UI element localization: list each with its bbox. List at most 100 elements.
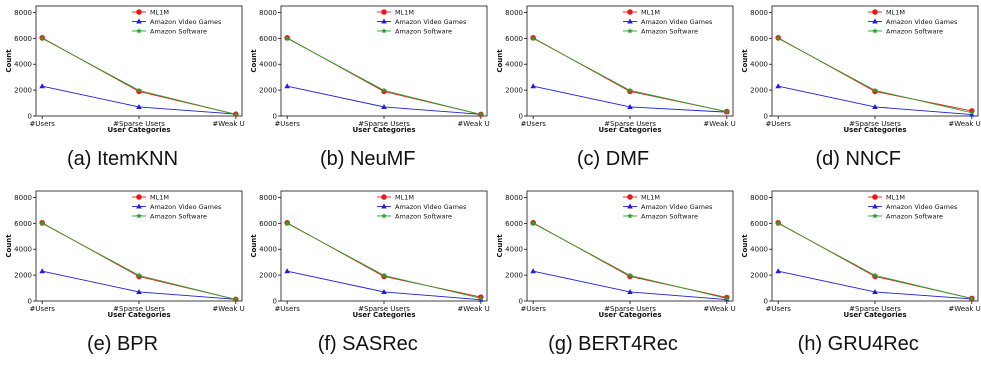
x-axis-label: User Categories bbox=[107, 311, 170, 319]
y-tick-label: 4000 bbox=[14, 61, 32, 69]
y-tick-label: 4000 bbox=[505, 246, 523, 254]
y-tick-label: 8000 bbox=[259, 9, 277, 17]
data-point bbox=[284, 35, 291, 41]
data-point bbox=[626, 87, 633, 93]
y-tick-label: 6000 bbox=[259, 220, 277, 228]
series-line bbox=[287, 37, 482, 115]
x-axis-label: User Categories bbox=[353, 126, 416, 134]
legend-marker bbox=[136, 9, 142, 15]
y-tick-label: 0 bbox=[28, 298, 32, 306]
x-tick-label: #Weak Users bbox=[948, 305, 981, 313]
legend-marker bbox=[871, 18, 878, 24]
y-axis-label: Count bbox=[5, 234, 13, 258]
chart-panel: 0 2000 4000 6000 8000 #Users #Sparse Users #Wea… bbox=[245, 185, 490, 370]
legend-label: Amazon Software bbox=[886, 212, 943, 220]
legend-label: ML1M bbox=[395, 8, 414, 16]
y-tick-label: 2000 bbox=[259, 87, 277, 95]
data-point bbox=[136, 87, 142, 93]
y-tick-label: 0 bbox=[28, 113, 32, 121]
x-tick-label: #Sparse Users bbox=[113, 120, 165, 128]
legend-marker bbox=[381, 18, 388, 24]
legend-label: Amazon Software bbox=[150, 27, 207, 35]
data-point bbox=[775, 83, 781, 89]
legend-marker bbox=[626, 9, 633, 15]
y-tick-label: 2000 bbox=[14, 272, 32, 280]
x-tick-label: #Users bbox=[765, 120, 791, 128]
legend-label: Amazon Video Games bbox=[395, 18, 467, 26]
legend-marker bbox=[626, 213, 633, 219]
y-tick-label: 2000 bbox=[14, 87, 32, 95]
legend-label: ML1M bbox=[641, 193, 660, 201]
series-line bbox=[777, 37, 972, 114]
x-axis-label: User Categories bbox=[598, 311, 661, 319]
y-tick-label: 6000 bbox=[259, 35, 277, 43]
x-tick-label: #Users bbox=[765, 305, 791, 313]
y-tick-label: 6000 bbox=[14, 35, 32, 43]
legend-label: Amazon Software bbox=[641, 212, 698, 220]
y-tick-label: 2000 bbox=[259, 272, 277, 280]
y-tick-label: 8000 bbox=[750, 9, 768, 17]
legend-label: Amazon Software bbox=[395, 212, 452, 220]
subfigure-caption: (d) NNCF bbox=[815, 148, 902, 170]
data-point bbox=[39, 268, 45, 274]
data-point bbox=[871, 288, 878, 294]
y-tick-label: 0 bbox=[763, 113, 767, 121]
x-tick-label: #Weak Users bbox=[703, 305, 736, 313]
chart-svg: 0 2000 4000 6000 8000 #Users #Sparse Users #Wea… bbox=[741, 5, 981, 134]
y-tick-label: 6000 bbox=[14, 220, 32, 228]
subfigure-caption: (a) ItemKNN bbox=[66, 148, 179, 170]
legend-label: ML1M bbox=[150, 8, 169, 16]
data-point bbox=[871, 272, 878, 278]
x-tick-label: #Sparse Users bbox=[358, 305, 410, 313]
subfigure-caption: (f) SASRec bbox=[317, 333, 418, 355]
y-tick-label: 2000 bbox=[505, 87, 523, 95]
data-point bbox=[232, 296, 239, 302]
x-tick-label: #Sparse Users bbox=[604, 120, 656, 128]
legend-marker bbox=[136, 213, 142, 219]
data-point bbox=[775, 220, 781, 226]
legend-marker bbox=[871, 203, 878, 209]
data-point bbox=[871, 87, 878, 93]
legend-marker bbox=[871, 213, 878, 219]
data-point bbox=[529, 35, 536, 41]
legend-marker bbox=[626, 18, 633, 24]
data-point bbox=[39, 35, 46, 41]
series-line bbox=[777, 222, 972, 299]
x-tick-label: #Weak Users bbox=[212, 305, 245, 313]
data-point bbox=[775, 268, 781, 274]
x-axis-label: User Categories bbox=[353, 311, 416, 319]
chart-panel: 0 2000 4000 6000 8000 #Users #Sparse Users #Wea… bbox=[736, 185, 981, 370]
chart-svg: 0 2000 4000 6000 8000 #Users #Sparse Users #Wea… bbox=[496, 190, 736, 319]
legend-marker bbox=[626, 194, 633, 200]
legend-label: Amazon Software bbox=[150, 212, 207, 220]
x-tick-label: #Sparse Users bbox=[113, 305, 165, 313]
data-point bbox=[529, 83, 536, 89]
chart-svg: 0 2000 4000 6000 8000 #Users #Sparse Users #Wea… bbox=[5, 190, 245, 319]
y-tick-label: 6000 bbox=[505, 35, 523, 43]
data-point bbox=[284, 220, 291, 226]
x-tick-label: #Users bbox=[520, 120, 546, 128]
series-line bbox=[532, 37, 727, 113]
x-tick-label: #Sparse Users bbox=[604, 305, 656, 313]
legend-label: ML1M bbox=[395, 193, 414, 201]
subfigure-caption: (c) DMF bbox=[576, 148, 650, 170]
legend-label: Amazon Video Games bbox=[886, 203, 958, 211]
y-tick-label: 8000 bbox=[14, 9, 32, 17]
data-point bbox=[39, 83, 45, 89]
y-tick-label: 2000 bbox=[750, 272, 768, 280]
legend-label: Amazon Video Games bbox=[395, 203, 467, 211]
y-tick-label: 2000 bbox=[750, 87, 768, 95]
subfigure-caption: (b) NeuMF bbox=[319, 148, 416, 170]
chart-panel: 0 2000 4000 6000 8000 #Users #Sparse Users #Wea… bbox=[0, 0, 245, 185]
chart-panel: 0 2000 4000 6000 8000 #Users #Sparse Users #Wea… bbox=[491, 0, 736, 185]
y-tick-label: 8000 bbox=[750, 194, 768, 202]
x-axis-label: User Categories bbox=[843, 311, 906, 319]
subfigure-caption: (h) GRU4Rec bbox=[797, 333, 919, 355]
subfigure-caption: (g) BERT4Rec bbox=[548, 333, 678, 355]
subfigure-caption: (e) BPR bbox=[86, 333, 159, 355]
x-tick-label: #Users bbox=[275, 305, 301, 313]
legend-marker bbox=[136, 28, 142, 34]
data-point bbox=[381, 103, 388, 109]
legend-marker bbox=[381, 213, 388, 219]
y-axis-label: Count bbox=[741, 234, 749, 258]
